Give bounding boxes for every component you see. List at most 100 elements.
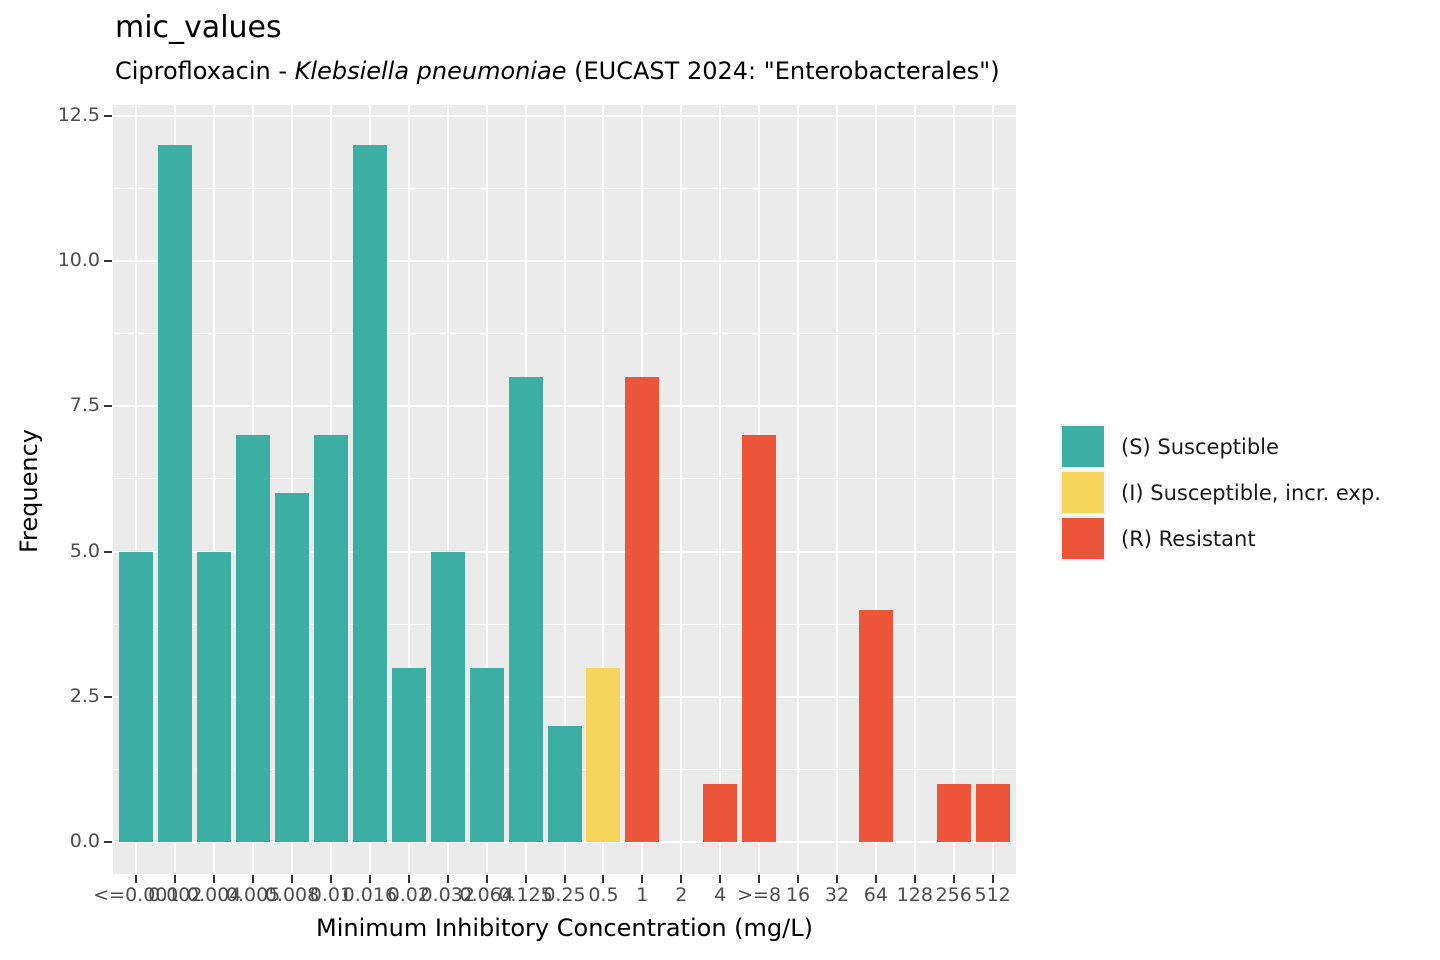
x-tick [991, 875, 994, 883]
x-tick [835, 875, 838, 883]
y-tick-label: 0.0 [69, 830, 100, 852]
bar-<=0.001 [119, 551, 154, 842]
x-tick-label: 0.5 [588, 884, 619, 906]
x-tick-label: 0.002 [148, 884, 203, 906]
bar-0.008 [275, 493, 310, 842]
x-tick [252, 875, 255, 883]
x-tick [641, 875, 644, 883]
x-tick [407, 875, 410, 883]
x-tick [135, 875, 138, 883]
x-tick-label: 512 [974, 884, 1011, 906]
x-tick [563, 875, 566, 883]
bar-1 [625, 377, 660, 842]
susceptible-incr-exp-color-swatch [1062, 472, 1104, 513]
vertical-gridline [563, 105, 566, 874]
y-tick [104, 841, 112, 843]
x-tick-label: 0.008 [264, 884, 320, 906]
x-tick-label: 0.125 [498, 884, 553, 906]
y-tick [104, 550, 112, 553]
legend-item-susceptible-incr-exp: (I) Susceptible, incr. exp. [1062, 472, 1381, 513]
y-tick [104, 695, 112, 698]
vertical-gridline [719, 105, 722, 874]
x-tick [952, 875, 955, 883]
y-tick-label: 12.5 [57, 103, 100, 126]
bar->=8 [742, 435, 777, 842]
x-tick [213, 875, 216, 883]
susceptible-color-swatch [1062, 426, 1104, 467]
legend-item-susceptible: (S) Susceptible [1062, 426, 1381, 467]
vertical-gridline [874, 105, 877, 874]
x-tick [602, 875, 605, 883]
vertical-gridline [952, 105, 955, 874]
vertical-gridline [135, 105, 138, 874]
x-tick [874, 875, 877, 883]
y-tick [104, 260, 112, 262]
bar-0.032 [430, 551, 465, 842]
vertical-gridline [602, 105, 605, 874]
bar-0.005 [236, 435, 271, 842]
vertical-gridline [291, 105, 294, 874]
x-tick-label: 0.01 [309, 884, 353, 906]
x-tick-label: 32 [824, 884, 850, 906]
y-tick-label: 10.0 [57, 249, 100, 271]
x-tick-label: 1 [636, 884, 649, 906]
y-tick [104, 114, 112, 117]
legend-label-susceptible: (S) Susceptible [1121, 434, 1279, 459]
vertical-gridline [485, 105, 488, 874]
vertical-gridline [991, 105, 994, 874]
x-tick-label: 0.25 [543, 884, 586, 906]
x-tick-label: 0.005 [225, 884, 281, 906]
x-tick [719, 875, 722, 883]
x-tick-label: 16 [785, 884, 811, 906]
x-tick [797, 875, 800, 883]
y-tick-label: 7.5 [69, 394, 100, 417]
y-tick [104, 405, 112, 408]
x-tick-label: 2 [675, 884, 688, 906]
bar-0.01 [313, 435, 348, 842]
bar-4 [703, 783, 738, 842]
vertical-gridline [407, 105, 410, 874]
x-tick [368, 875, 371, 883]
y-tick-label: 2.5 [69, 684, 100, 707]
x-tick-label: <=0.001 [93, 884, 180, 906]
y-tick-label: 5.0 [69, 539, 100, 562]
x-tick-label: 256 [935, 884, 972, 906]
x-tick-label: 0.064 [459, 884, 514, 906]
x-tick [680, 875, 683, 883]
x-tick-label: 64 [863, 884, 888, 906]
y-axis-title: Frequency [15, 429, 43, 553]
x-tick-label: 0.016 [342, 884, 398, 906]
vertical-gridline [446, 105, 449, 874]
subtitle-drug: Ciprofloxacin - [115, 57, 295, 85]
bar-0.064 [469, 667, 504, 842]
x-tick-label: 0.004 [186, 884, 242, 906]
x-tick-label: >=8 [737, 884, 782, 906]
x-tick-label: 4 [714, 884, 727, 906]
x-axis-title: Minimum Inhibitory Concentration (mg/L) [316, 914, 813, 942]
x-tick-label: 0.032 [420, 884, 475, 906]
vertical-gridline [913, 105, 916, 874]
legend-label-resistant: (R) Resistant [1121, 526, 1256, 551]
plot-title: mic_values [115, 10, 282, 45]
x-tick [524, 875, 527, 883]
vertical-gridline [213, 105, 216, 874]
legend: (S) Susceptible (I) Susceptible, incr. e… [1062, 426, 1381, 564]
subtitle-organism: Klebsiella pneumoniae [294, 57, 567, 85]
bar-256 [936, 783, 971, 842]
bar-0.25 [547, 725, 582, 842]
resistant-color-swatch [1062, 518, 1104, 559]
x-tick-label: 0.02 [387, 884, 430, 906]
x-tick [329, 875, 332, 883]
x-tick-label: 128 [896, 884, 933, 906]
bar-0.004 [197, 551, 232, 842]
subtitle-guideline: (EUCAST 2024: "Enterobacterales") [566, 57, 1000, 85]
vertical-gridline [680, 105, 683, 874]
plot-panel [113, 105, 1016, 874]
legend-item-resistant: (R) Resistant [1062, 518, 1381, 559]
x-tick [485, 875, 488, 883]
x-tick [758, 875, 761, 883]
x-tick [446, 875, 449, 883]
x-tick [291, 875, 294, 883]
vertical-gridline [835, 105, 838, 874]
